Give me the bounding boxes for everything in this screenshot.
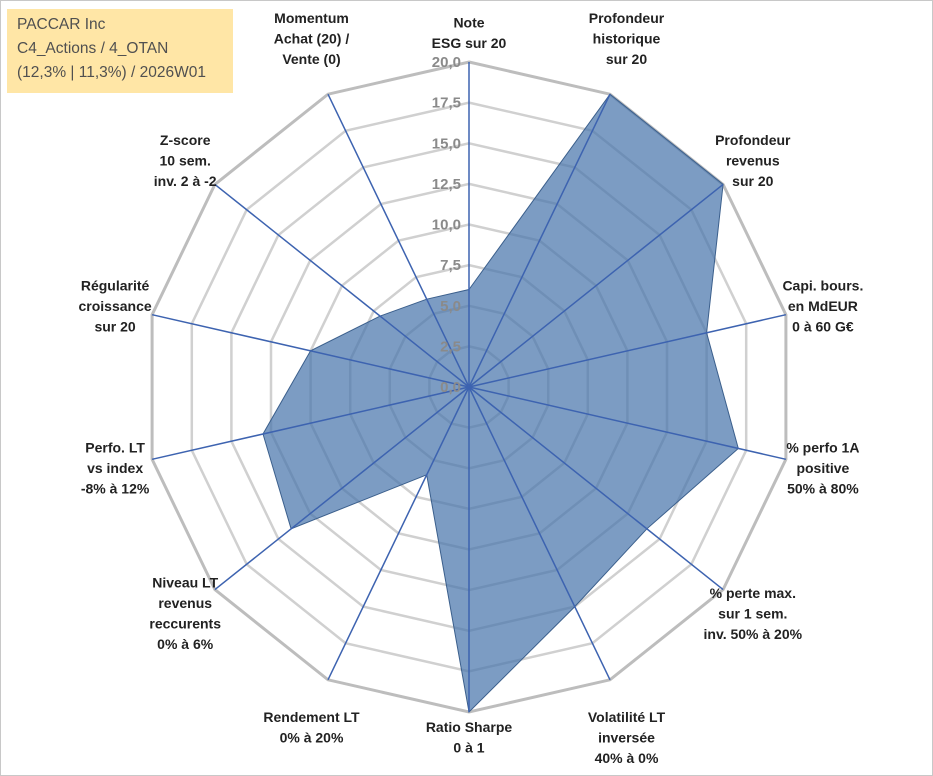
title-box: PACCAR Inc C4_Actions / 4_OTAN (12,3% | … (7, 9, 233, 93)
axis-label: Rendement LT 0% à 20% (263, 709, 360, 746)
axis-label: Régularité croissance sur 20 (79, 278, 152, 335)
axis-label-line: 50% à 80% (787, 480, 859, 496)
axis-spoke-14 (327, 93, 470, 388)
performance-period: (12,3% | 11,3%) / 2026W01 (17, 64, 206, 81)
axis-label: Perfo. LT vs index -8% à 12% (81, 439, 150, 496)
axis-label-line: Niveau LT (152, 575, 218, 591)
axis-label-line: -8% à 12% (81, 480, 150, 496)
axis-spoke-5 (468, 386, 787, 461)
tick-label: 10,0 (432, 217, 461, 234)
axis-spoke-7 (468, 386, 611, 681)
tick-label: 0,0 (440, 379, 461, 396)
axis-label-line: croissance (79, 298, 152, 314)
axis-label-line: sur 20 (94, 319, 135, 335)
axis-spoke-12 (151, 313, 470, 388)
axis-spoke-3 (468, 183, 724, 388)
axis-label: % perte max. sur 1 sem. inv. 50% à 20% (704, 585, 803, 642)
radial-tick-labels: 0,0 2,5 5,0 7,5 10,0 12,5 15,0 17,5 20,0 (432, 54, 461, 396)
axis-label-line: Momentum (274, 10, 349, 26)
axis-label-line: Vente (0) (282, 51, 340, 67)
axis-label: Volatilité LT inversée 40% à 0% (588, 709, 666, 766)
axis-label-line: % perfo 1A (786, 439, 859, 455)
axis-spoke-4 (468, 313, 787, 388)
axis-labels: Note ESG sur 20 Profondeur historique sur 20… (79, 10, 864, 766)
axis-label-line: historique (593, 30, 661, 46)
axis-label-line: inv. 2 à -2 (154, 173, 217, 189)
axis-label-line: 0 à 60 G€ (792, 319, 854, 335)
data-area (262, 93, 739, 714)
axis-label-line: Régularité (81, 278, 150, 294)
axis-label-line: sur 20 (606, 51, 647, 67)
company-name: PACCAR Inc (17, 16, 106, 33)
axis-label-line: Volatilité LT (588, 709, 666, 725)
axis-label-line: inv. 50% à 20% (704, 626, 803, 642)
axis-label: Note ESG sur 20 (432, 15, 507, 52)
axis-label: Profondeur historique sur 20 (589, 10, 665, 67)
axis-label-line: vs index (87, 460, 143, 476)
axis-label-line: Capi. bours. (782, 278, 863, 294)
axis-label-line: sur 1 sem. (718, 605, 787, 621)
axis-label: % perfo 1A positive 50% à 80% (786, 439, 859, 496)
tick-label: 15,0 (432, 135, 461, 152)
tick-label: 2,5 (440, 338, 461, 355)
tick-label: 12,5 (432, 176, 461, 193)
axis-label-line: 10 sem. (160, 153, 211, 169)
tick-label: 20,0 (432, 54, 461, 71)
axis-label-line: 40% à 0% (595, 750, 659, 766)
axis-label-line: positive (796, 460, 849, 476)
axis-label-line: Z-score (160, 132, 211, 148)
axis-label: Momentum Achat (20) / Vente (0) (274, 10, 350, 67)
axis-spoke-6 (468, 386, 724, 591)
axis-label-line: sur 20 (732, 173, 773, 189)
axis-spoke-11 (151, 386, 470, 461)
axis-label-line: Perfo. LT (85, 439, 145, 455)
axis-label-line: en MdEUR (788, 298, 858, 314)
axis-label: Capi. bours. en MdEUR 0 à 60 G€ (782, 278, 863, 335)
axis-spoke-13 (214, 183, 470, 388)
tick-label: 17,5 (432, 95, 461, 112)
axis-spoke-10 (214, 386, 470, 591)
axis-label-line: Profondeur (589, 10, 665, 26)
axis-spoke-9 (327, 386, 470, 681)
axis-label-line: 0% à 20% (280, 730, 344, 746)
axis-label: Profondeur revenus sur 20 (715, 132, 791, 189)
axis-label-line: inversée (598, 730, 655, 746)
axis-label-line: 0% à 6% (157, 636, 214, 652)
axis-label-line: 0 à 1 (453, 740, 484, 756)
axis-label-line: Note (453, 15, 484, 31)
axis-spokes (151, 62, 787, 712)
tick-label: 7,5 (440, 257, 461, 274)
axis-label-line: ESG sur 20 (432, 35, 507, 51)
axis-label: Z-score 10 sem. inv. 2 à -2 (154, 132, 217, 189)
axis-label-line: % perte max. (710, 585, 796, 601)
axis-label-line: Ratio Sharpe (426, 719, 513, 735)
axis-spoke-2 (468, 93, 611, 388)
axis-label-line: Rendement LT (263, 709, 360, 725)
axis-label: Ratio Sharpe 0 à 1 (426, 719, 513, 756)
portfolio-category: C4_Actions / 4_OTAN (17, 40, 169, 57)
data-area-layer (262, 93, 739, 714)
axis-label: Niveau LT revenus reccurents 0% à 6% (149, 575, 221, 653)
axis-label-line: reccurents (149, 616, 221, 632)
axis-label-line: revenus (158, 595, 212, 611)
axis-label-line: Achat (20) / (274, 30, 350, 46)
axis-label-line: Profondeur (715, 132, 791, 148)
tick-label: 5,0 (440, 298, 461, 315)
axis-label-line: revenus (726, 153, 780, 169)
